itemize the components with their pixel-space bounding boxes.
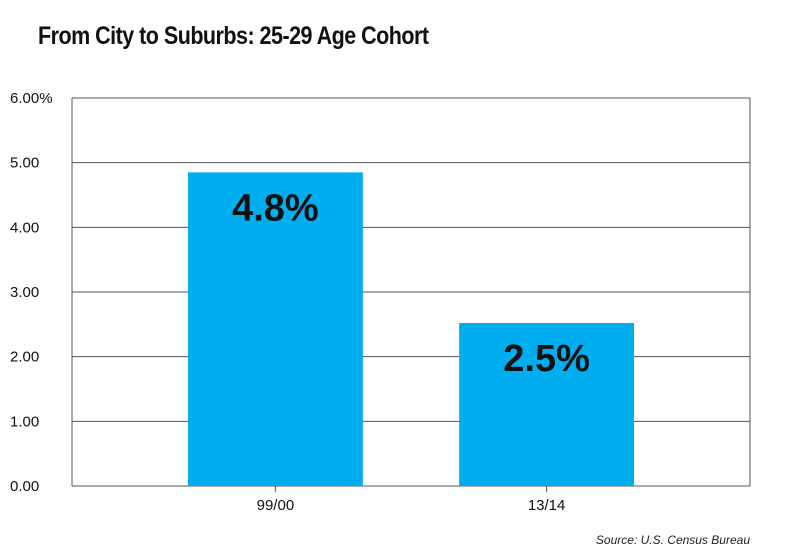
y-tick-label: 4.00 [10,219,39,236]
x-tick-label: 13/14 [528,497,566,514]
bars [187,172,635,486]
y-axis-tick-labels: 0.00 1.00 2.00 3.00 4.00 5.00 6.00% [10,90,53,495]
y-tick-label: 3.00 [10,284,39,301]
data-label: 2.5% [503,338,590,380]
x-axis-tick-labels: 99/00 13/14 [257,497,566,514]
bar [187,172,363,486]
y-tick-label: 0.00 [10,478,39,495]
x-tick-label: 99/00 [257,497,295,514]
y-tick-label: 2.00 [10,349,39,366]
gridlines [71,97,751,492]
bar [459,323,635,486]
y-tick-label: 1.00 [10,413,39,430]
y-tick-label: 6.00% [10,90,53,107]
data-label: 4.8% [232,187,319,229]
chart-title: From City to Suburbs: 25-29 Age Cohort [38,22,429,50]
source-note: Source: U.S. Census Bureau [595,533,750,547]
data-labels: 4.8% 2.5% [232,187,590,380]
y-tick-label: 5.00 [10,155,39,172]
